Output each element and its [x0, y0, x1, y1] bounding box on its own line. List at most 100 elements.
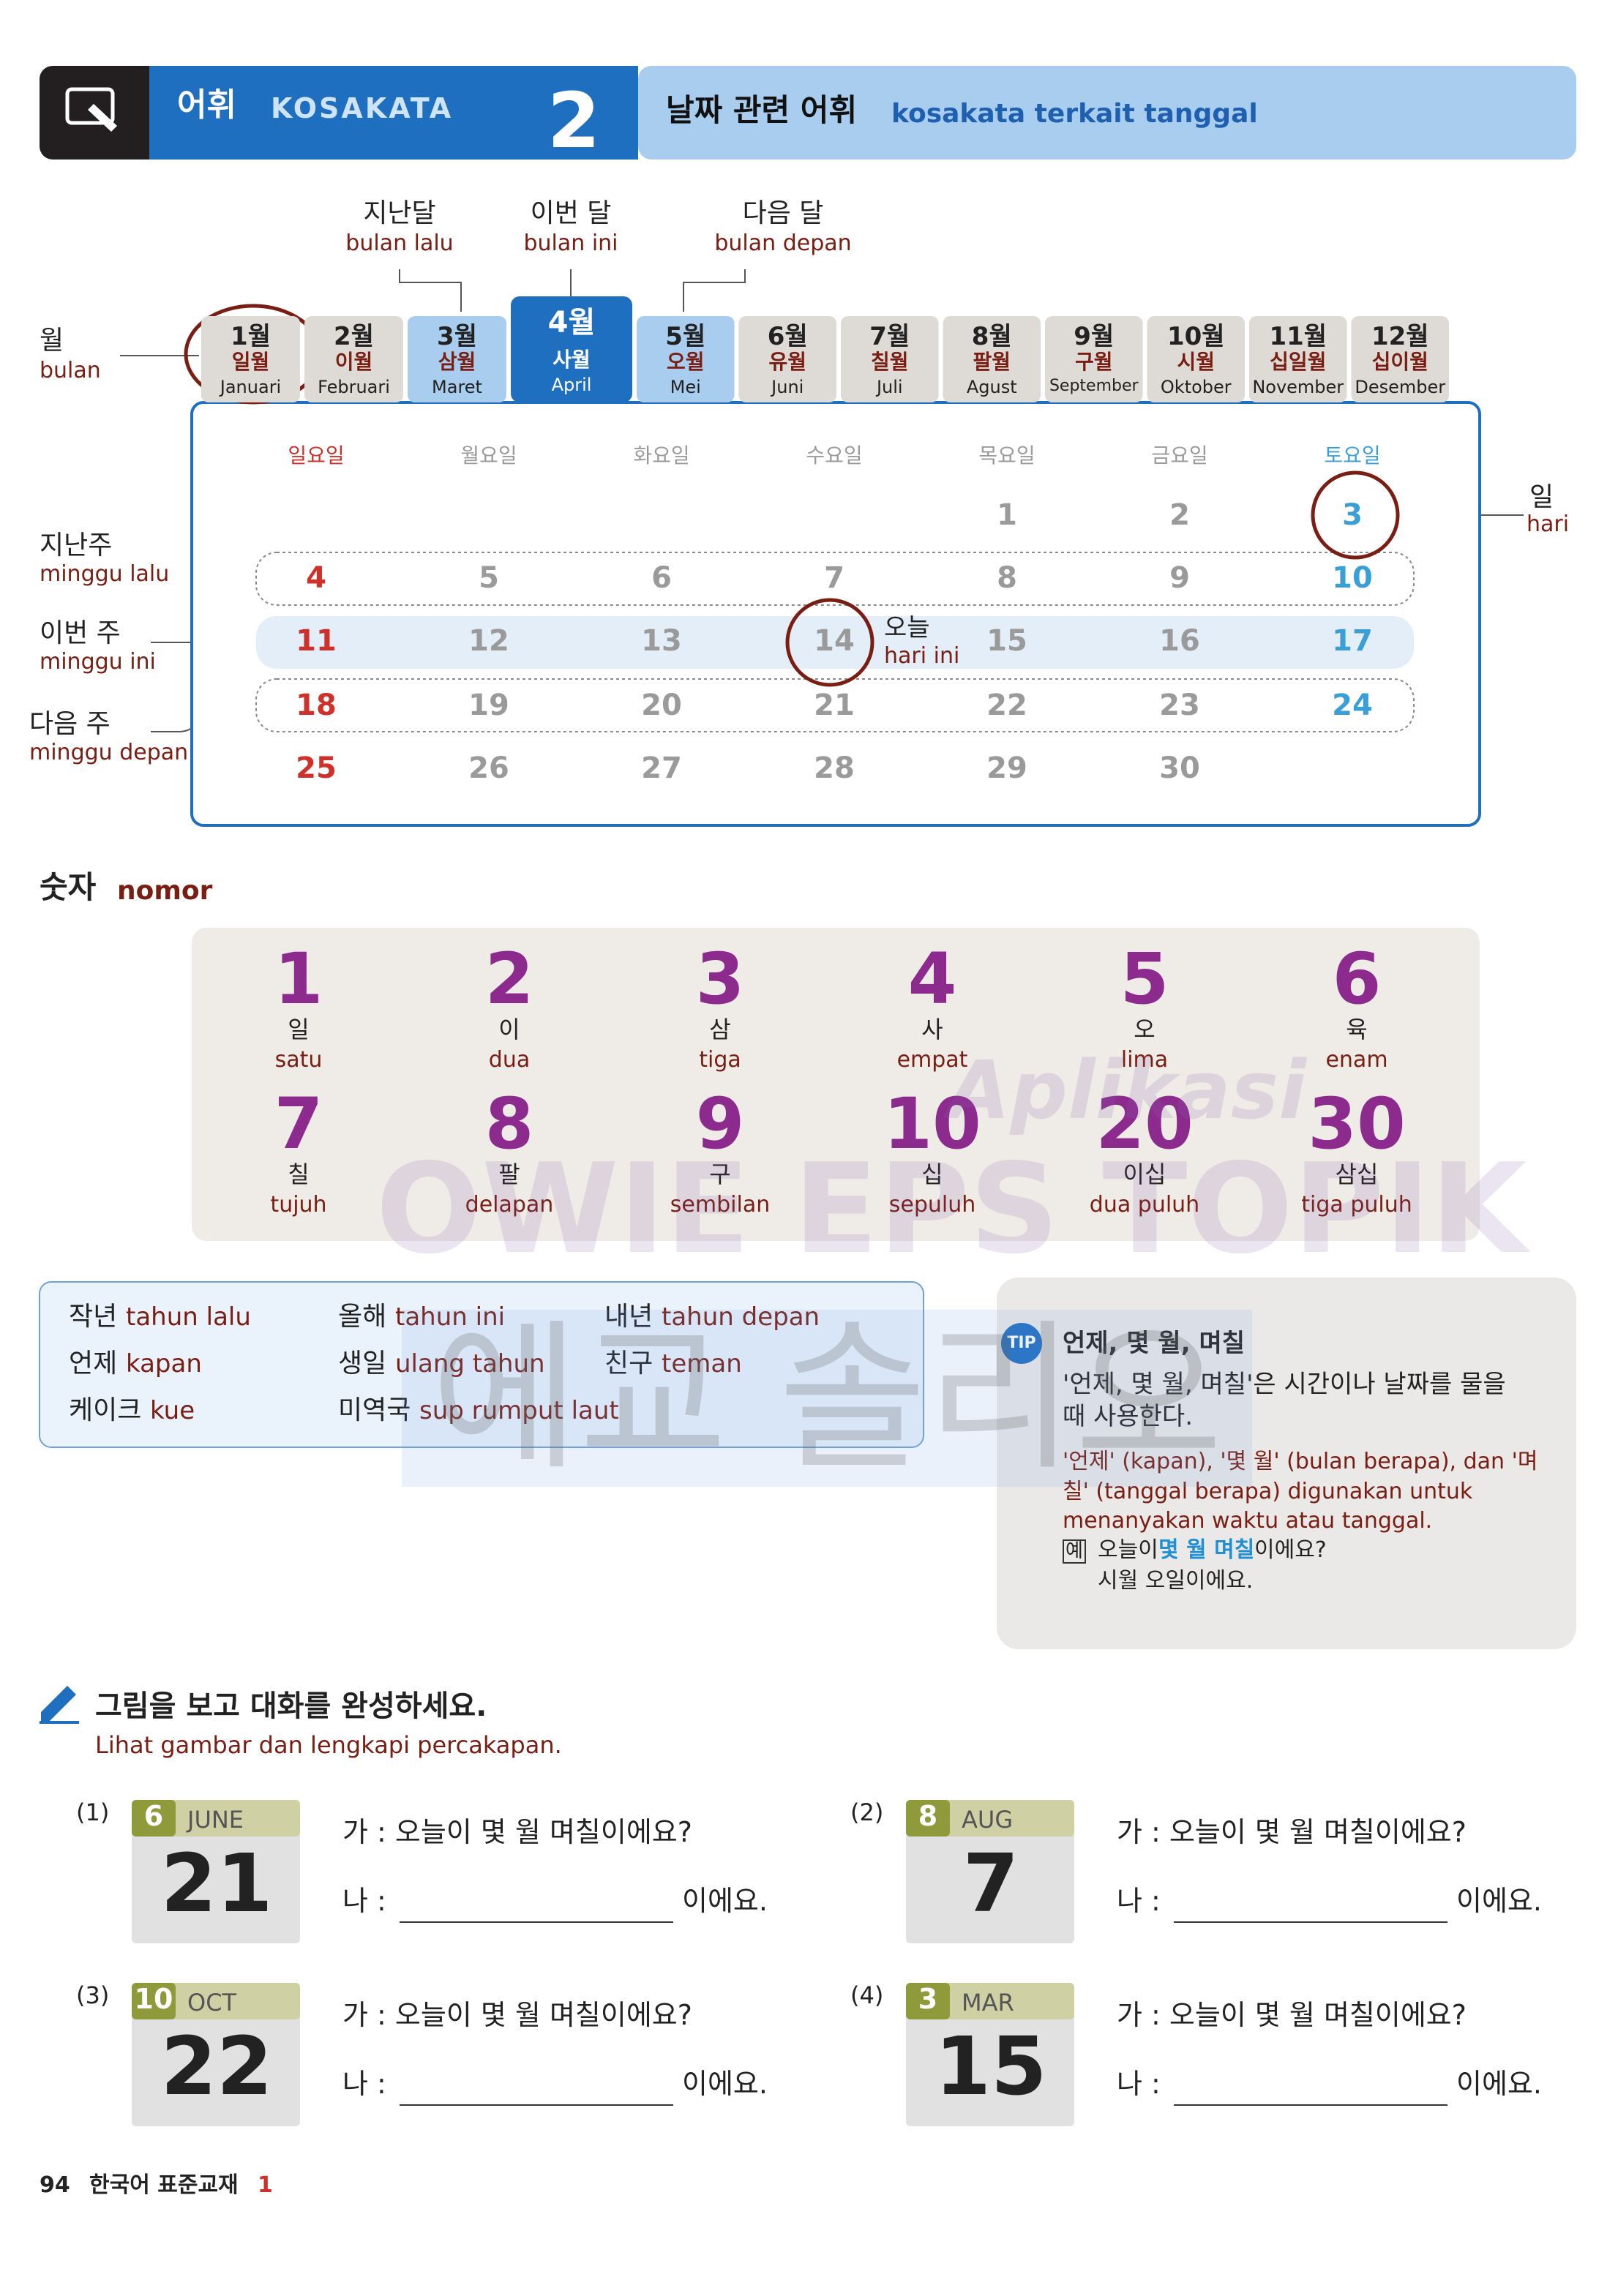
- page-number: 94: [40, 2172, 70, 2198]
- vocab-id: kue: [150, 1396, 195, 1425]
- number-id: empat: [896, 1047, 968, 1073]
- number-id: sembilan: [670, 1192, 771, 1218]
- month-ko: 사월: [553, 348, 591, 372]
- day: 23: [1159, 689, 1200, 722]
- item-label: (1): [76, 1798, 110, 1826]
- day: 3: [1342, 498, 1363, 532]
- question: 가 : 오늘이 몇 월 며칠이에요?: [1117, 1816, 1467, 1848]
- month-num: 11월: [1269, 322, 1327, 351]
- month-ko: 팔월: [973, 350, 1011, 374]
- shape: [201, 316, 300, 402]
- question: 가 : 오늘이 몇 월 며칠이에요?: [342, 1816, 692, 1848]
- answer-prefix: 나 :: [1117, 1885, 1161, 1917]
- vocab-ko: 내년: [604, 1302, 653, 1332]
- watermark: Aplikasi: [948, 1043, 1306, 1137]
- book-volume: 1: [258, 2172, 273, 2198]
- day: 20: [641, 689, 682, 722]
- tip-title: 언제, 몇 월, 며칠: [1063, 1329, 1246, 1358]
- weekday: 금요일: [1151, 443, 1208, 468]
- number: 30: [1308, 1083, 1406, 1165]
- tip-marker: 예: [1063, 1539, 1086, 1564]
- month-num: 6월: [767, 322, 808, 351]
- day: 15: [986, 624, 1027, 658]
- day: 17: [1332, 624, 1373, 658]
- month-label-id: bulan depan: [714, 230, 852, 256]
- month-id: September: [1049, 377, 1139, 395]
- shape: [132, 1800, 176, 1837]
- section-ko: 어휘: [177, 86, 236, 124]
- number: 4: [907, 938, 957, 1020]
- answer-blank[interactable]: [400, 2104, 673, 2106]
- month-num: 1월: [231, 322, 271, 351]
- number-id: dua: [488, 1047, 531, 1073]
- side-id: bulan: [40, 358, 101, 383]
- month-ko: 유월: [768, 350, 807, 374]
- month-label-ko: 다음 달: [742, 198, 824, 228]
- number-ko: 십: [921, 1160, 943, 1188]
- vocab-ko: 케이크: [69, 1395, 142, 1425]
- tip-icon: TIP: [1001, 1323, 1042, 1364]
- answer-blank[interactable]: [1174, 1921, 1447, 1923]
- shape: [304, 316, 403, 402]
- vocab-id: tahun lalu: [126, 1302, 251, 1332]
- number-ko: 오: [1134, 1016, 1156, 1043]
- weekday: 일요일: [288, 443, 345, 468]
- number-ko: 팔: [498, 1160, 520, 1188]
- answer-blank[interactable]: [400, 1921, 673, 1923]
- month-label-ko: 지난달: [363, 198, 436, 228]
- day: 16: [1159, 624, 1200, 658]
- item-label: (3): [76, 1981, 110, 2009]
- number-id: satu: [274, 1047, 323, 1073]
- card-month: 10: [134, 1983, 173, 2015]
- book-title: 한국어 표준교재: [89, 2172, 239, 2198]
- shape: [943, 316, 1041, 402]
- card-day: 22: [160, 2019, 273, 2113]
- card-day: 7: [962, 1837, 1019, 1930]
- month-num: 12월: [1371, 322, 1429, 351]
- shape: [132, 1983, 176, 2019]
- vocab-id: ulang tahun: [395, 1349, 545, 1378]
- day: 8: [997, 561, 1017, 595]
- month-id: Februari: [318, 377, 390, 397]
- vocab-ko: 친구: [604, 1348, 653, 1378]
- day: 21: [814, 689, 855, 722]
- number-id: tujuh: [270, 1192, 327, 1218]
- vocab-ko: 올해: [338, 1302, 387, 1332]
- number-id: tiga: [699, 1047, 741, 1073]
- watermark: OWIE EPS TOPIK: [375, 1137, 1527, 1282]
- section-id: KOSAKATA: [271, 92, 454, 124]
- shape: [738, 316, 836, 402]
- month-num: 8월: [971, 322, 1012, 351]
- vocab-id: kapan: [126, 1349, 202, 1378]
- day: 26: [468, 751, 509, 785]
- vocab-id: tahun depan: [662, 1302, 820, 1332]
- week-ko: 이번 주: [40, 618, 121, 648]
- month-ko: 일월: [231, 350, 270, 374]
- month-id: Mei: [670, 377, 701, 397]
- number-id: delapan: [465, 1192, 554, 1218]
- day: 10: [1332, 561, 1373, 595]
- shape: [637, 316, 735, 402]
- weekday: 목요일: [978, 443, 1035, 468]
- answer-blank[interactable]: [1174, 2104, 1447, 2106]
- answer-suffix: 이에요.: [1456, 1885, 1542, 1917]
- vocab-ko: 언제: [69, 1348, 118, 1378]
- month-num: 5월: [665, 322, 706, 351]
- month-id: Januari: [220, 377, 282, 397]
- month-ko: 십일월: [1270, 350, 1327, 374]
- month-label-ko: 이번 달: [530, 198, 612, 228]
- day-ko: 일: [1529, 482, 1554, 512]
- week-id: minggu ini: [40, 649, 156, 675]
- shape: [408, 316, 506, 402]
- day: 25: [296, 751, 337, 785]
- exercise-ko: 그림을 보고 대화를 완성하세요.: [95, 1689, 487, 1723]
- weekday: 화요일: [633, 443, 690, 468]
- month-label-id: bulan ini: [523, 230, 618, 256]
- answer-suffix: 이에요.: [682, 2068, 768, 2100]
- number-ko: 이십: [1123, 1160, 1166, 1188]
- month-id: Juli: [876, 377, 903, 397]
- card-month-name: OCT: [187, 1989, 237, 2016]
- shape: [906, 1800, 950, 1837]
